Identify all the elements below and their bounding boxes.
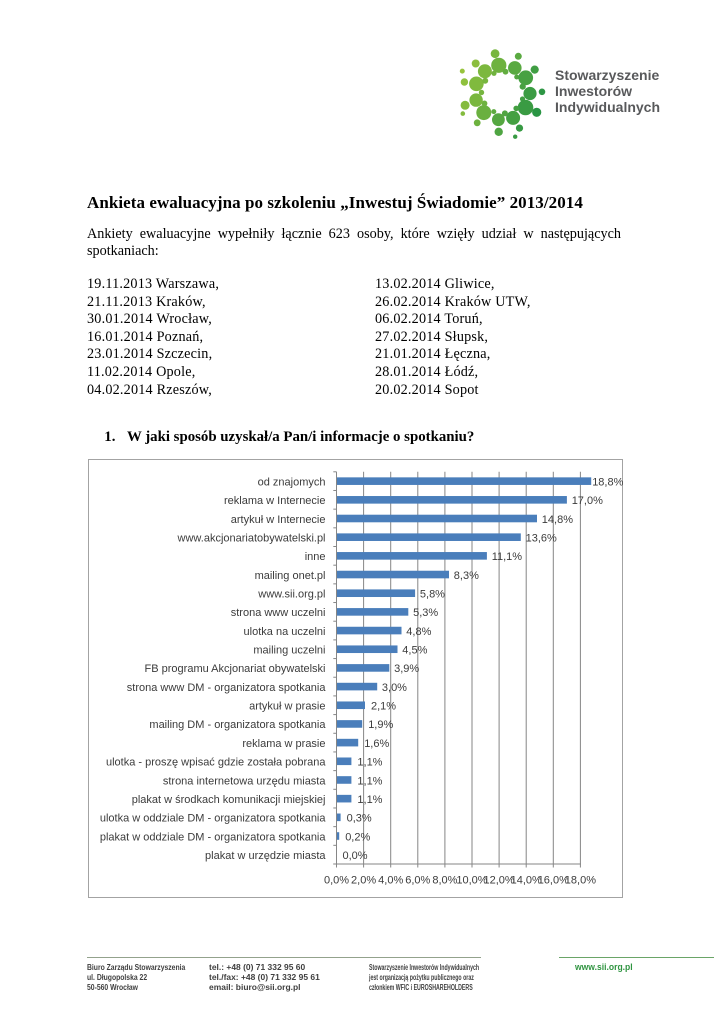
svg-text:6,0%: 6,0%	[405, 875, 430, 887]
svg-text:0,0%: 0,0%	[343, 850, 368, 862]
svg-text:5,8%: 5,8%	[420, 589, 445, 601]
svg-text:www.sii.org.pl: www.sii.org.pl	[257, 589, 325, 601]
svg-text:17,0%: 17,0%	[572, 495, 603, 507]
svg-text:11,1%: 11,1%	[492, 551, 523, 563]
svg-text:2,0%: 2,0%	[351, 875, 376, 887]
svg-text:mailing uczelni: mailing uczelni	[253, 645, 325, 657]
svg-text:8,3%: 8,3%	[454, 570, 479, 582]
svg-text:strona internetowa urzędu mias: strona internetowa urzędu miasta	[163, 775, 327, 787]
svg-text:reklama w prasie: reklama w prasie	[242, 738, 325, 750]
svg-text:12,0%: 12,0%	[483, 875, 514, 887]
svg-text:strona www DM - organizatora s: strona www DM - organizatora spotkania	[127, 682, 327, 694]
svg-text:1,9%: 1,9%	[368, 719, 393, 731]
svg-text:FB programu Akcjonariat obywat: FB programu Akcjonariat obywatelski	[145, 663, 326, 675]
svg-text:plakat w środkach komunikacji: plakat w środkach komunikacji miejskiej	[132, 794, 326, 806]
svg-text:0,3%: 0,3%	[347, 813, 372, 825]
svg-text:4,5%: 4,5%	[402, 645, 427, 657]
svg-text:18,8%: 18,8%	[592, 476, 623, 488]
svg-text:3,0%: 3,0%	[382, 682, 407, 694]
svg-text:artykuł w Internecie: artykuł w Internecie	[231, 514, 326, 526]
svg-text:18,0%: 18,0%	[565, 875, 596, 887]
svg-text:16,0%: 16,0%	[538, 875, 569, 887]
svg-text:10,0%: 10,0%	[456, 875, 487, 887]
svg-text:www.akcjonariatobywatelski.pl: www.akcjonariatobywatelski.pl	[177, 532, 326, 544]
svg-text:ulotka w oddziale DM - organiz: ulotka w oddziale DM - organizatora spot…	[100, 813, 327, 825]
svg-text:2,1%: 2,1%	[371, 701, 396, 713]
svg-text:4,0%: 4,0%	[378, 875, 403, 887]
svg-text:1,1%: 1,1%	[357, 757, 382, 769]
svg-text:strona www uczelni: strona www uczelni	[231, 607, 326, 619]
svg-text:od znajomych: od znajomych	[258, 476, 326, 488]
svg-text:plakat w urzędzie miasta: plakat w urzędzie miasta	[205, 850, 326, 862]
svg-text:mailing DM - organizatora spot: mailing DM - organizatora spotkania	[149, 719, 326, 731]
svg-text:inne: inne	[305, 551, 326, 563]
svg-text:0,0%: 0,0%	[324, 875, 349, 887]
svg-text:ulotka - proszę wpisać gdzie z: ulotka - proszę wpisać gdzie została pob…	[106, 757, 326, 769]
svg-text:14,8%: 14,8%	[542, 514, 573, 526]
svg-text:mailing onet.pl: mailing onet.pl	[255, 570, 326, 582]
svg-text:4,8%: 4,8%	[406, 626, 431, 638]
svg-text:8,0%: 8,0%	[432, 875, 457, 887]
svg-text:plakat w oddziale DM - organiz: plakat w oddziale DM - organizatora spot…	[100, 831, 327, 843]
svg-text:3,9%: 3,9%	[394, 663, 419, 675]
svg-text:1,6%: 1,6%	[364, 738, 389, 750]
svg-text:artykuł w prasie: artykuł w prasie	[249, 701, 325, 713]
svg-text:13,6%: 13,6%	[526, 532, 557, 544]
svg-text:14,0%: 14,0%	[511, 875, 542, 887]
svg-text:1,1%: 1,1%	[357, 794, 382, 806]
svg-text:5,3%: 5,3%	[413, 607, 438, 619]
svg-text:reklama w Internecie: reklama w Internecie	[224, 495, 326, 507]
svg-text:1,1%: 1,1%	[357, 775, 382, 787]
svg-text:ulotka na uczelni: ulotka na uczelni	[244, 626, 326, 638]
svg-text:0,2%: 0,2%	[345, 831, 370, 843]
